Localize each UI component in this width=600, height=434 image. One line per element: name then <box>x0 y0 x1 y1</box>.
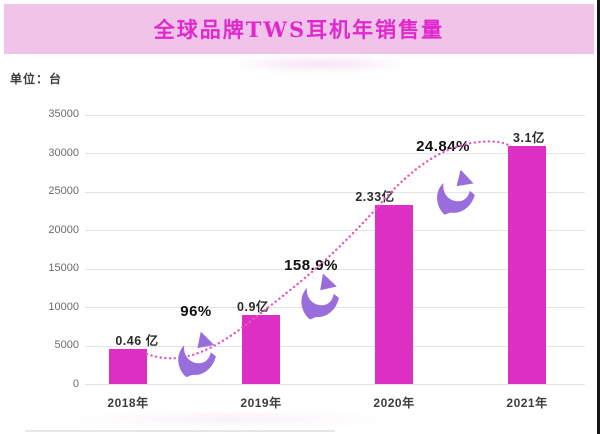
dotted-trendline <box>145 140 513 360</box>
x-axis-label: 2020年 <box>373 395 415 410</box>
y-axis-tick-label: 0 <box>72 377 79 390</box>
scan-artifact-line <box>25 430 335 432</box>
bar-2019年 <box>242 315 280 385</box>
y-axis-tick-label: 35000 <box>48 108 79 120</box>
growth-rate-label: 96% <box>180 303 212 320</box>
growth-arrow-icon <box>301 273 339 320</box>
chart-title: 全球品牌TWS耳机年销售量 <box>153 17 445 42</box>
bar-2021年 <box>508 145 546 385</box>
y-axis-tick-label: 20000 <box>48 223 79 236</box>
x-axis-label: 2018年 <box>107 395 149 410</box>
title-banner: 全球品牌TWS耳机年销售量 <box>4 4 594 54</box>
bar-value-label: 2.33亿 <box>355 190 395 205</box>
gridline <box>85 384 585 385</box>
bar-value-label: 0.46 亿 <box>115 334 159 349</box>
x-axis-label: 2019年 <box>240 395 282 410</box>
growth-rate-label: 158.9% <box>284 257 338 274</box>
y-axis-unit-label: 单位：台 <box>10 72 63 86</box>
bar-value-label: 3.1亿 <box>513 130 545 145</box>
page-right-border <box>597 0 600 434</box>
y-axis-tick-label: 5000 <box>54 339 79 351</box>
y-axis-tick-label: 25000 <box>48 185 79 197</box>
gridline <box>85 114 585 116</box>
y-axis-tick-label: 15000 <box>48 262 79 274</box>
growth-rate-label: 24.84% <box>416 138 470 155</box>
y-axis-tick-label: 30000 <box>48 146 79 159</box>
y-axis-tick-label: 10000 <box>48 300 79 313</box>
x-axis-label: 2021年 <box>506 395 548 410</box>
bar-2018年 <box>109 349 147 385</box>
bar-2020年 <box>375 205 413 385</box>
